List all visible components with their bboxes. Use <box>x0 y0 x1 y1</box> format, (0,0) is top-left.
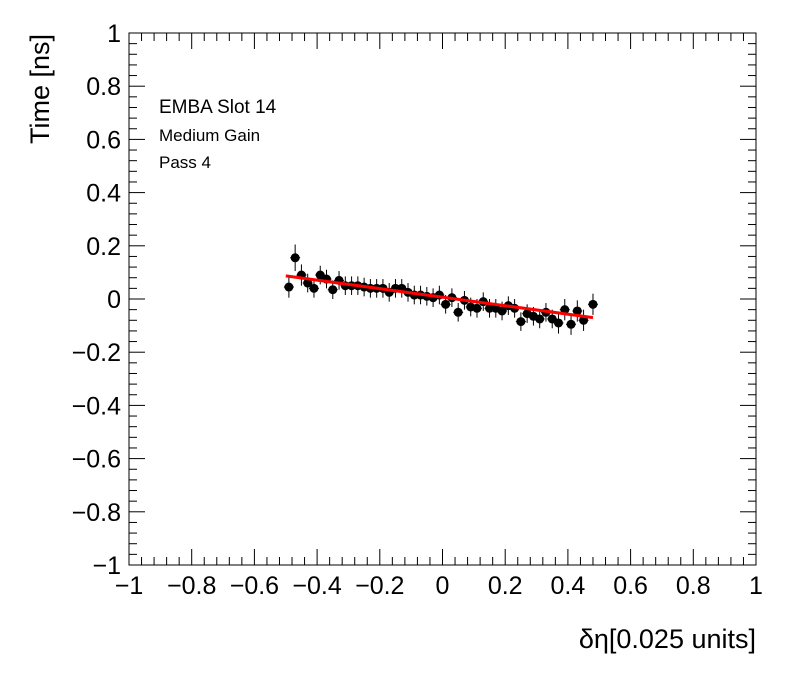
y-tick-label: −1 <box>92 552 121 580</box>
x-tick-label: −1 <box>115 572 144 600</box>
x-tick-label: 1 <box>749 572 763 600</box>
fit-line <box>285 274 594 320</box>
y-tick-label: 0.6 <box>86 126 121 154</box>
y-axis-title: Time [ns] <box>25 34 55 144</box>
x-tick-label: −0.4 <box>292 572 341 600</box>
data-point <box>516 317 526 327</box>
annotation-pass: Pass 4 <box>159 153 211 172</box>
y-tick-label: 0.2 <box>86 233 121 261</box>
y-tick-label: −0.4 <box>72 392 121 420</box>
x-tick-label: 0.4 <box>551 572 586 600</box>
x-tick-label: 0.6 <box>613 572 648 600</box>
data-point <box>284 282 294 292</box>
data-point <box>572 306 582 316</box>
tick-labels-group: −1 −0.8 −0.6 −0.4 −0.2 0 0.2 0.4 0.6 0.8 1 −1 −0.8 −0… <box>72 20 763 600</box>
data-point <box>588 299 598 309</box>
data-point <box>303 278 313 288</box>
annotation-gain: Medium Gain <box>159 126 260 145</box>
y-tick-label: 0.8 <box>86 73 121 101</box>
y-tick-label: 0 <box>107 286 121 314</box>
x-tick-label: 0 <box>436 572 450 600</box>
y-tick-label: 1 <box>107 20 121 48</box>
x-axis-title: δη[0.025 units] <box>579 624 756 654</box>
data-point <box>485 303 495 313</box>
x-tick-label: −0.2 <box>355 572 404 600</box>
data-point <box>453 307 463 317</box>
data-point <box>497 306 507 316</box>
data-point <box>566 319 576 329</box>
data-point <box>328 285 338 295</box>
y-tick-label: −0.6 <box>72 446 121 474</box>
x-tick-label: −0.6 <box>230 572 279 600</box>
fit-line-group <box>285 274 594 320</box>
y-tick-label: 0.4 <box>86 180 121 208</box>
x-tick-label: 0.2 <box>488 572 523 600</box>
data-point <box>535 314 545 324</box>
x-tick-label: 0.8 <box>676 572 711 600</box>
data-point <box>472 303 482 313</box>
data-points-group <box>283 244 598 335</box>
data-point <box>560 305 570 315</box>
data-point <box>290 253 300 263</box>
data-point <box>309 283 319 293</box>
data-point <box>553 318 563 328</box>
y-tick-label: −0.8 <box>72 499 121 527</box>
data-point <box>441 299 451 309</box>
x-tick-label: −0.8 <box>167 572 216 600</box>
y-tick-label: −0.2 <box>72 339 121 367</box>
annotation-slot: EMBA Slot 14 <box>159 97 277 118</box>
axis-ticks-group <box>128 32 757 566</box>
